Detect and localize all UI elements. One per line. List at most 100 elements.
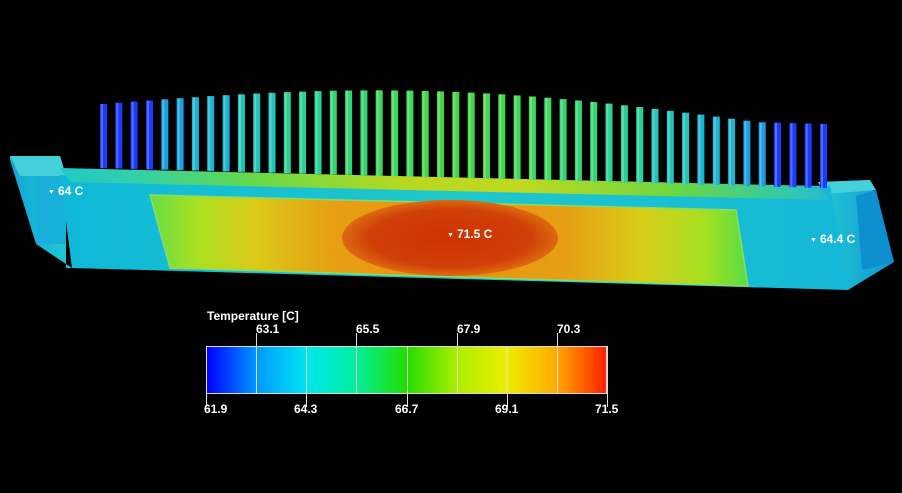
fin: [345, 90, 353, 175]
fin: [636, 107, 644, 183]
fin: [161, 99, 169, 170]
fin: [100, 104, 107, 168]
probe-left: ▼ 64 C: [48, 184, 83, 198]
fin-highlight: [361, 90, 364, 176]
fin-highlight: [376, 90, 379, 176]
fin-highlight: [790, 123, 793, 188]
fin: [222, 95, 230, 172]
fin-highlight: [300, 91, 303, 174]
legend-tick: [407, 346, 408, 407]
fin-highlight: [560, 99, 563, 181]
fin: [774, 122, 781, 187]
fin-highlight: [177, 98, 180, 171]
fin: [191, 97, 199, 171]
fin: [314, 91, 322, 174]
left-end-block: [10, 156, 72, 268]
fin: [559, 99, 567, 181]
legend-tick-label: 66.7: [395, 402, 419, 416]
fin-array: [100, 90, 827, 188]
legend-tick-label: 69.1: [495, 402, 519, 416]
fin: [299, 91, 307, 174]
fin-highlight: [805, 123, 808, 188]
fin: [605, 103, 613, 182]
heat-source-face: [149, 194, 749, 287]
legend-tick-label: 67.9: [457, 322, 481, 336]
fin-highlight: [821, 124, 823, 188]
fin-highlight: [346, 90, 349, 175]
probe-center-label: 71.5 C: [456, 227, 493, 241]
fin-highlight: [683, 112, 686, 185]
fin-highlight: [637, 107, 640, 183]
legend-tick-label: 70.3: [557, 322, 581, 336]
fin: [651, 108, 659, 184]
fin: [513, 95, 521, 180]
legend-tick: [356, 333, 357, 394]
fin-highlight: [713, 116, 716, 185]
fin-highlight: [575, 100, 578, 182]
fin: [146, 100, 153, 170]
fin-highlight: [591, 102, 594, 182]
fin: [452, 91, 460, 178]
fin: [712, 116, 720, 185]
legend-tick-label: 65.5: [356, 322, 380, 336]
legend-tick: [457, 333, 458, 394]
fin-highlight: [529, 96, 532, 180]
fin: [391, 90, 399, 177]
fin: [375, 90, 383, 176]
fin-highlight: [744, 120, 747, 186]
fin-highlight: [514, 95, 517, 180]
legend-tick: [306, 346, 307, 407]
fin: [360, 90, 368, 176]
fin-highlight: [147, 100, 149, 170]
fin-highlight: [621, 105, 624, 183]
probe-right-label: 64.4 C: [819, 232, 856, 246]
fin-highlight: [422, 90, 425, 177]
fin-highlight: [208, 96, 211, 171]
fin: [498, 94, 506, 179]
fin-highlight: [131, 101, 134, 169]
fin: [115, 102, 123, 169]
fin: [804, 123, 812, 188]
fin: [728, 118, 736, 186]
legend-tick-label: 61.9: [204, 402, 228, 416]
fin-highlight: [269, 92, 272, 173]
fin: [820, 124, 827, 188]
fin-highlight: [284, 92, 287, 174]
fin: [268, 92, 276, 173]
legend-tick: [507, 346, 508, 407]
fin: [590, 102, 598, 182]
fin: [237, 94, 245, 172]
probe-right: ▼ 64.4 C: [810, 232, 855, 246]
fin: [283, 92, 291, 174]
fin: [467, 92, 475, 179]
fin: [758, 122, 766, 187]
fin: [421, 90, 429, 177]
fin-highlight: [407, 90, 410, 177]
fin-highlight: [162, 99, 165, 170]
fin-highlight: [484, 93, 486, 179]
legend-title: Temperature [C]: [207, 309, 299, 323]
fin-highlight: [116, 102, 119, 169]
fin-highlight: [652, 108, 655, 184]
fin-highlight: [438, 91, 440, 178]
probe-left-marker: ▼: [48, 189, 55, 196]
probe-center-marker: ▼: [447, 232, 454, 239]
fin-highlight: [545, 97, 548, 181]
legend-tick: [557, 333, 558, 394]
fin-highlight: [729, 118, 732, 186]
probe-left-label: 64 C: [57, 184, 84, 198]
right-end-block: [818, 180, 894, 290]
fin: [666, 110, 674, 184]
fin-highlight: [698, 114, 701, 185]
legend-tick: [206, 346, 207, 407]
fin: [620, 105, 628, 183]
fin-highlight: [330, 90, 333, 175]
legend-tick-label: 64.3: [294, 402, 318, 416]
fin-highlight: [759, 122, 762, 187]
legend-tick-label: 63.1: [256, 322, 280, 336]
fin: [682, 112, 690, 185]
fin: [483, 93, 490, 179]
fin-highlight: [238, 94, 241, 172]
fin: [437, 91, 444, 178]
probe-right-marker: ▼: [810, 237, 817, 244]
